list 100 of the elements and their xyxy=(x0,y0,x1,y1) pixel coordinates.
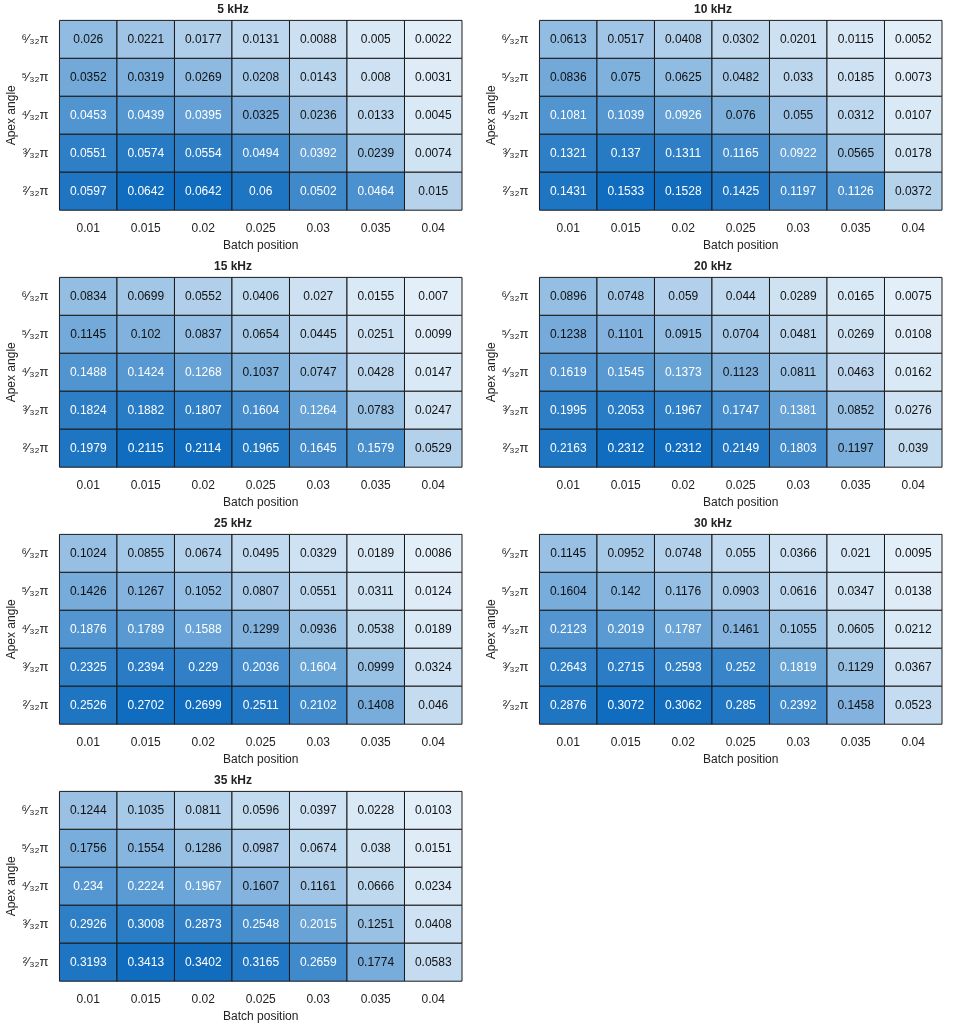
data-label: 0.0276 xyxy=(894,402,932,417)
x-tick-label: 0.03 xyxy=(786,220,811,235)
data-label: 0.0445 xyxy=(299,326,337,341)
data-label: 0.015 xyxy=(418,183,449,198)
data-label: 0.0987 xyxy=(242,840,280,855)
data-label: 0.1251 xyxy=(357,916,395,931)
data-label: 0.0165 xyxy=(837,288,875,303)
x-tick-label: 0.04 xyxy=(421,477,446,492)
data-label: 0.2312 xyxy=(607,440,645,455)
data-label: 0.0395 xyxy=(184,107,222,122)
data-label: 0.0302 xyxy=(722,31,760,46)
data-label: 0.0408 xyxy=(664,31,702,46)
data-label: 0.0185 xyxy=(837,69,875,84)
x-tick-label: 0.01 xyxy=(76,991,101,1006)
data-label: 0.1268 xyxy=(184,364,222,379)
data-label: 0.0177 xyxy=(184,31,222,46)
data-label: 0.1882 xyxy=(127,402,165,417)
data-label: 0.0115 xyxy=(837,31,874,46)
x-tick-label: 0.02 xyxy=(191,477,216,492)
data-label: 0.0108 xyxy=(894,326,932,341)
y-axis-title: Apex angle xyxy=(483,84,498,146)
data-label: 0.1039 xyxy=(607,107,645,122)
data-label: 0.007 xyxy=(418,288,449,303)
data-label: 0.0999 xyxy=(357,659,395,674)
x-axis-title: Batch position xyxy=(703,495,779,510)
data-label: 0.0428 xyxy=(357,364,395,379)
data-label: 0.1145 xyxy=(550,545,587,560)
data-label: 0.1533 xyxy=(607,183,645,198)
data-label: 0.0143 xyxy=(299,69,337,84)
data-label: 0.1244 xyxy=(69,802,107,817)
data-label: 0.1126 xyxy=(837,183,874,198)
data-label: 0.0086 xyxy=(414,545,452,560)
x-tick-label: 0.02 xyxy=(671,477,696,492)
data-label: 0.0269 xyxy=(837,326,875,341)
y-tick-label: ³⁄₃₂π xyxy=(22,915,49,931)
chart-title: 25 kHz xyxy=(213,515,253,530)
y-tick-label: ⁶⁄₃₂π xyxy=(501,30,529,46)
data-label: 0.0099 xyxy=(414,326,452,341)
data-label: 0.1264 xyxy=(299,402,337,417)
data-label: 0.3008 xyxy=(127,916,165,931)
x-tick-label: 0.03 xyxy=(306,477,331,492)
data-label: 0.0807 xyxy=(242,583,280,598)
data-label: 0.1311 xyxy=(665,145,702,160)
x-tick-label: 0.035 xyxy=(360,991,392,1006)
data-label: 0.1967 xyxy=(184,878,222,893)
y-axis-title: Apex angle xyxy=(3,598,18,660)
data-label: 0.059 xyxy=(668,288,699,303)
data-label: 0.0852 xyxy=(837,402,875,417)
x-axis-title: Batch position xyxy=(223,238,299,253)
data-label: 0.2114 xyxy=(185,440,222,455)
data-label: 0.1995 xyxy=(549,402,587,417)
data-label: 0.1803 xyxy=(779,440,817,455)
data-label: 0.0642 xyxy=(127,183,165,198)
data-label: 0.0439 xyxy=(127,107,165,122)
data-label: 0.0045 xyxy=(414,107,452,122)
data-label: 0.0325 xyxy=(242,107,280,122)
y-tick-label: ³⁄₃₂π xyxy=(502,401,529,417)
data-label: 0.0597 xyxy=(69,183,107,198)
data-label: 0.039 xyxy=(898,440,929,455)
data-label: 0.0704 xyxy=(722,326,760,341)
data-label: 0.1789 xyxy=(127,621,165,636)
data-label: 0.027 xyxy=(303,288,334,303)
data-label: 0.0329 xyxy=(299,545,337,560)
data-label: 0.1824 xyxy=(69,402,107,417)
data-label: 0.2036 xyxy=(242,659,280,674)
x-tick-label: 0.04 xyxy=(901,734,926,749)
y-tick-label: ⁴⁄₃₂π xyxy=(501,363,529,379)
data-label: 0.2149 xyxy=(722,440,760,455)
y-tick-label: ⁵⁄₃₂π xyxy=(501,68,529,84)
x-tick-label: 0.03 xyxy=(306,734,331,749)
data-label: 0.1101 xyxy=(607,326,644,341)
data-label: 0.0502 xyxy=(299,183,337,198)
data-label: 0.0124 xyxy=(414,583,452,598)
data-label: 0.0319 xyxy=(127,69,165,84)
data-label: 0.2392 xyxy=(779,697,817,712)
data-label: 0.1458 xyxy=(837,697,875,712)
data-label: 0.1588 xyxy=(184,621,222,636)
data-label: 0.0408 xyxy=(414,916,452,931)
data-label: 0.0397 xyxy=(299,802,337,817)
data-label: 0.1807 xyxy=(184,402,222,417)
data-label: 0.0289 xyxy=(779,288,817,303)
data-label: 0.0551 xyxy=(299,583,337,598)
data-label: 0.055 xyxy=(783,107,814,122)
data-label: 0.1424 xyxy=(127,364,165,379)
x-tick-label: 0.015 xyxy=(130,220,162,235)
data-label: 0.0583 xyxy=(414,954,452,969)
x-tick-label: 0.04 xyxy=(421,991,446,1006)
x-tick-label: 0.025 xyxy=(245,991,277,1006)
data-label: 0.2548 xyxy=(242,916,280,931)
data-label: 0.0162 xyxy=(894,364,932,379)
data-label: 0.1024 xyxy=(69,545,107,560)
data-label: 0.0367 xyxy=(894,659,932,674)
data-label: 0.0073 xyxy=(894,69,932,84)
data-label: 0.0654 xyxy=(242,326,280,341)
x-tick-label: 0.04 xyxy=(421,220,446,235)
data-label: 0.0517 xyxy=(607,31,645,46)
data-label: 0.0147 xyxy=(414,364,452,379)
data-label: 0.285 xyxy=(725,697,757,712)
data-label: 0.044 xyxy=(725,288,757,303)
x-axis-title: Batch position xyxy=(223,752,299,767)
